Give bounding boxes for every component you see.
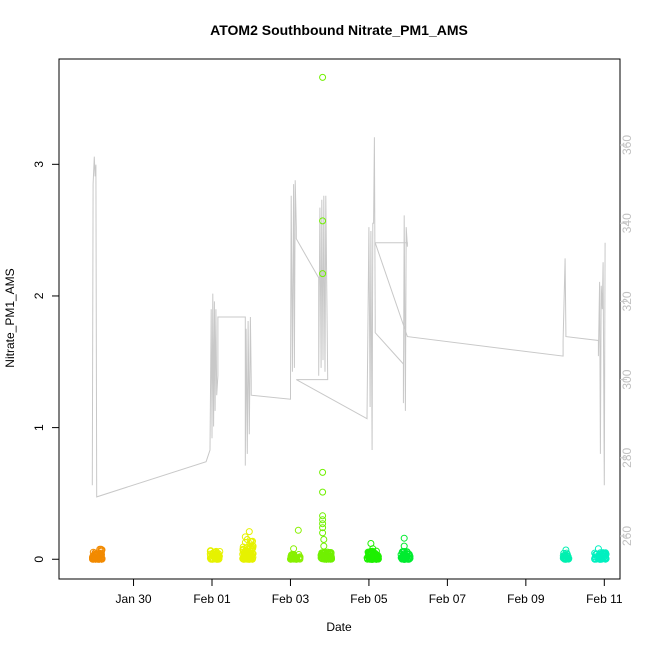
x-tick-label: Jan 30 — [116, 592, 152, 606]
data-point — [246, 553, 254, 561]
y2-tick-label: 340 — [620, 213, 634, 233]
y-axis-label: Nitrate_PM1_AMS — [3, 268, 17, 367]
data-point — [319, 512, 327, 520]
y-tick-label: 0 — [32, 556, 46, 563]
data-point — [596, 549, 604, 557]
data-point — [319, 468, 327, 476]
y2-tick-label: 260 — [620, 526, 634, 546]
data-point — [243, 536, 251, 543]
x-axis: Jan 30 Feb 01 Feb 03 Feb 05 Feb 07 Feb 09 Feb … — [116, 579, 623, 606]
x-tick-label: Feb 07 — [429, 592, 467, 606]
data-point — [403, 554, 410, 562]
data-point — [96, 551, 104, 559]
x-tick-label: Feb 11 — [586, 592, 623, 606]
y2-tick-label: 280 — [620, 447, 634, 467]
data-point — [290, 545, 298, 553]
x-axis-label: Date — [326, 620, 352, 634]
data-point — [215, 552, 223, 560]
data-point — [591, 555, 599, 563]
y-tick-label: 2 — [32, 292, 46, 299]
data-point — [400, 534, 408, 542]
secondary-series-line — [91, 137, 606, 498]
data-point — [248, 546, 256, 553]
data-point — [319, 520, 327, 528]
y-tick-label: 1 — [32, 424, 46, 431]
data-point — [401, 554, 409, 562]
data-point — [602, 554, 610, 562]
data-point — [319, 488, 327, 496]
y2-tick-label: 300 — [620, 369, 634, 389]
data-point — [320, 542, 328, 550]
x-tick-label: Feb 03 — [272, 592, 310, 606]
x-tick-label: Feb 01 — [193, 592, 231, 606]
y2-tick-label: 320 — [620, 291, 634, 311]
data-point — [562, 546, 570, 554]
data-point — [319, 524, 327, 532]
plot-frame — [58, 58, 621, 580]
data-point — [249, 553, 257, 561]
data-point — [249, 544, 257, 552]
x-tick-label: Feb 05 — [350, 592, 388, 606]
y-axis-left: 0 1 2 3 — [32, 161, 59, 563]
data-point — [319, 516, 327, 524]
data-point — [290, 552, 297, 559]
data-point — [366, 553, 374, 561]
chart-title: ATOM2 Southbound Nitrate_PM1_AMS — [210, 22, 468, 38]
data-point — [290, 554, 298, 562]
data-point — [594, 545, 602, 553]
data-point — [323, 555, 330, 563]
data-point — [294, 526, 302, 534]
data-point — [319, 73, 327, 81]
data-point — [319, 529, 327, 537]
data-point — [320, 536, 328, 543]
data-point — [601, 550, 608, 558]
data-point — [319, 270, 327, 278]
data-point — [245, 528, 253, 536]
data-point — [372, 551, 380, 559]
scatter-points-layer — [89, 73, 610, 563]
y-tick-label: 3 — [32, 161, 46, 168]
y-axis-right: 260 280 300 320 340 360 — [620, 135, 634, 546]
data-point — [319, 217, 327, 225]
data-point — [318, 549, 326, 557]
data-point — [369, 545, 377, 553]
x-tick-label: Feb 09 — [507, 592, 545, 606]
data-point — [91, 555, 99, 562]
y2-tick-label: 360 — [620, 135, 634, 155]
secondary-series-layer — [91, 137, 606, 498]
data-point — [561, 555, 569, 563]
data-point — [400, 542, 408, 550]
data-point — [209, 550, 216, 558]
